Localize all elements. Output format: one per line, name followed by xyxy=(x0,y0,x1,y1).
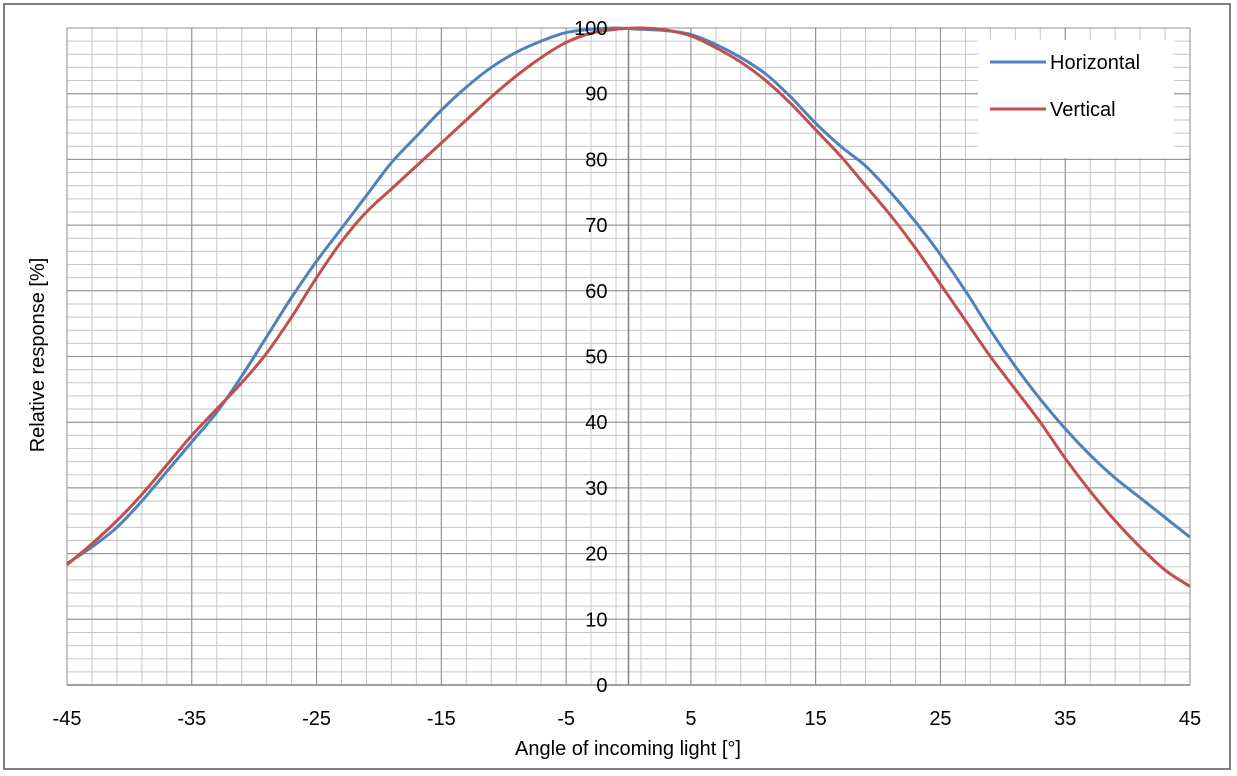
series-line-vertical xyxy=(66,26,1191,588)
x-tick-label: -5 xyxy=(557,708,575,730)
x-tick-label: 25 xyxy=(929,708,951,730)
y-tick-label: 60 xyxy=(585,281,607,303)
x-tick-label: 35 xyxy=(1054,708,1076,730)
x-tick-label: -15 xyxy=(427,708,456,730)
y-tick-label: 0 xyxy=(596,675,607,697)
legend-label-vertical: Vertical xyxy=(1050,99,1116,121)
legend-box xyxy=(978,40,1174,158)
legend-label-horizontal: Horizontal xyxy=(1050,52,1140,74)
x-tick-labels: -45 -35 -25 -15 -5 5 15 25 35 45 xyxy=(53,708,1202,730)
y-tick-label: 80 xyxy=(585,149,607,171)
x-tick-label: -35 xyxy=(177,708,206,730)
y-tick-label: 30 xyxy=(585,478,607,500)
y-tick-label: 70 xyxy=(585,215,607,237)
series-layer xyxy=(66,26,1191,588)
y-axis-label: Relative response [%] xyxy=(27,258,49,453)
y-tick-label: 20 xyxy=(585,544,607,566)
x-tick-label: 15 xyxy=(805,708,827,730)
x-tick-label: -25 xyxy=(302,708,331,730)
x-tick-label: 5 xyxy=(685,708,696,730)
y-tick-label: 50 xyxy=(585,347,607,369)
legend: Horizontal Vertical xyxy=(978,40,1174,158)
x-axis-label: Angle of incoming light [°] xyxy=(515,738,741,760)
y-tick-label: 40 xyxy=(585,412,607,434)
y-tick-label: 100 xyxy=(574,18,607,40)
x-tick-label: 45 xyxy=(1179,708,1201,730)
y-tick-label: 10 xyxy=(585,609,607,631)
x-tick-label: -45 xyxy=(53,708,82,730)
y-tick-labels: 0 10 20 30 40 50 60 70 80 90 100 xyxy=(574,18,607,697)
y-tick-label: 90 xyxy=(585,84,607,106)
